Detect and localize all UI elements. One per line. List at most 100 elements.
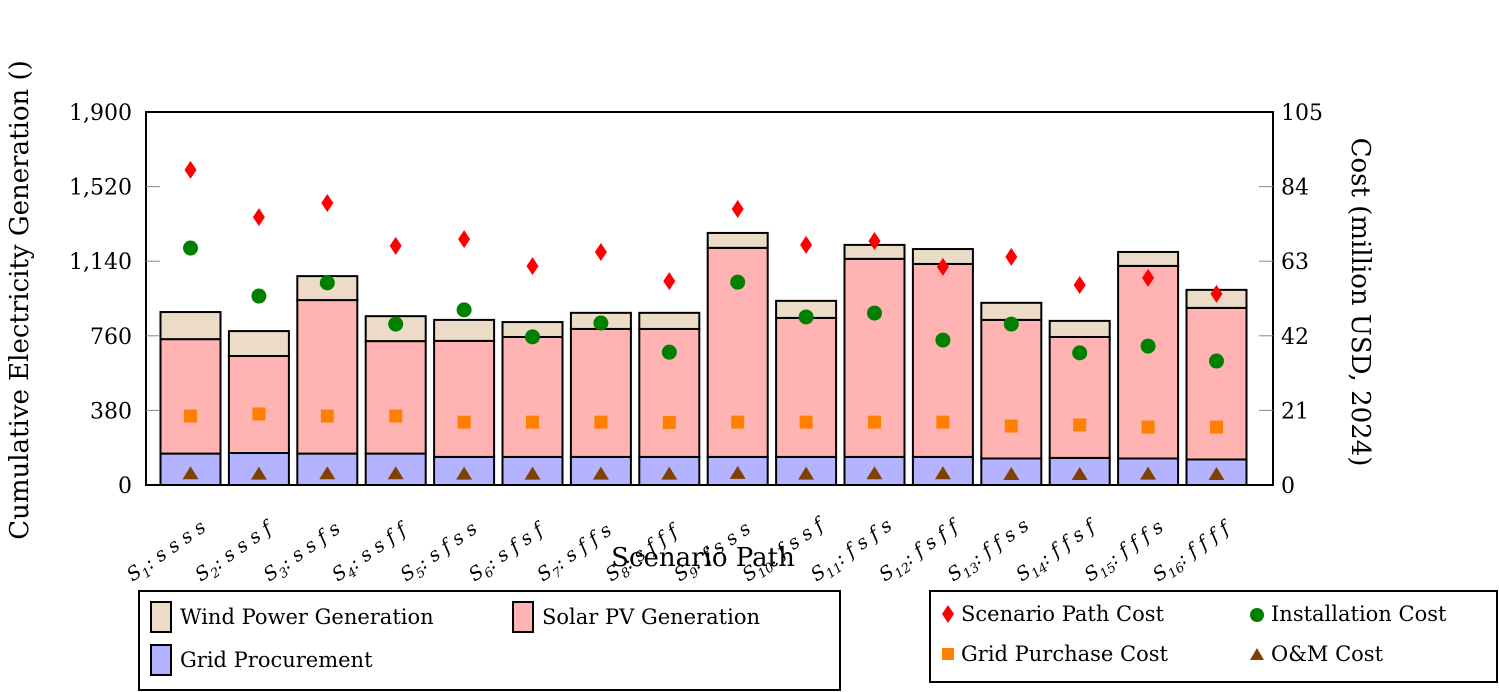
marker-o-m-cost	[729, 465, 746, 479]
diamond-marker-icon	[942, 605, 954, 623]
bar-solar-pv-generation	[775, 316, 838, 458]
marker-grid-purchase-cost	[1004, 419, 1018, 433]
marker-grid-purchase-cost	[868, 415, 881, 429]
bar-wind-power-generation	[706, 231, 769, 249]
y-axis-left: 0 380 760 1,140 1,520 1,900	[69, 101, 160, 499]
marker-scenario-path-cost	[389, 236, 402, 255]
y-axis-left-title: Cumulative Electricity Generation ()	[5, 60, 35, 540]
marker-o-m-cost	[319, 466, 336, 480]
y-left-tick-label: 380	[90, 399, 132, 424]
marker-installation-cost	[1003, 316, 1019, 332]
y-right-tick-label: 63	[1281, 250, 1309, 275]
marker-scenario-path-cost	[663, 272, 676, 291]
legend-generation: Wind Power Generation Solar PV Generatio…	[138, 590, 841, 691]
marker-grid-purchase-cost	[1210, 420, 1223, 434]
circle-marker-icon	[1250, 608, 1264, 622]
marker-grid-purchase-cost	[594, 415, 608, 429]
marker-scenario-path-cost	[321, 193, 334, 212]
marker-o-m-cost	[1003, 466, 1020, 480]
legend-item-grid: Grid Procurement	[150, 644, 373, 676]
marker-grid-purchase-cost	[526, 415, 539, 429]
legend-item-path-cost: Scenario Path Cost	[941, 602, 1164, 626]
solar-swatch-icon	[512, 601, 534, 633]
legend-label-grid-cost: Grid Purchase Cost	[961, 642, 1168, 666]
y-right-tick-label: 84	[1281, 176, 1309, 201]
marker-installation-cost	[935, 332, 951, 348]
marker-grid-purchase-cost	[252, 407, 266, 421]
legend-label-solar: Solar PV Generation	[542, 605, 760, 629]
y-right-tick-label: 0	[1281, 474, 1295, 499]
bar-solar-pv-generation	[227, 355, 290, 455]
marker-installation-cost	[319, 275, 335, 291]
marker-scenario-path-cost	[594, 242, 607, 261]
legend-item-om-cost: O&M Cost	[1249, 642, 1383, 666]
marker-scenario-path-cost	[1005, 247, 1018, 266]
marker-scenario-path-cost	[1142, 268, 1155, 287]
marker-scenario-path-cost	[184, 160, 197, 179]
legend-label-path-cost: Scenario Path Cost	[961, 602, 1164, 626]
bar-wind-power-generation	[433, 318, 496, 342]
marker-scenario-path-cost	[731, 199, 744, 218]
marker-grid-purchase-cost	[389, 409, 403, 423]
marker-o-m-cost	[456, 466, 473, 480]
marker-installation-cost	[593, 315, 609, 331]
x-tick-label: S4: s s f f	[328, 517, 415, 589]
marker-scenario-path-cost	[936, 257, 949, 276]
marker-grid-purchase-cost	[1141, 420, 1155, 434]
marker-o-m-cost	[592, 466, 609, 480]
bar-wind-power-generation	[159, 311, 222, 341]
triangle-marker-icon	[1250, 648, 1264, 660]
bar-solar-pv-generation	[433, 339, 496, 458]
y-axis-right: 0 21 42 63 84 105	[1259, 101, 1323, 499]
bar-wind-power-generation	[638, 311, 701, 330]
legend-label-wind: Wind Power Generation	[180, 605, 434, 629]
y-left-tick-label: 1,900	[69, 101, 132, 126]
marker-installation-cost	[388, 316, 404, 332]
marker-o-m-cost	[1140, 466, 1157, 480]
marker-installation-cost	[1140, 338, 1156, 354]
marker-o-m-cost	[866, 466, 883, 480]
plot-area-frame	[145, 111, 1274, 486]
square-marker-icon	[942, 648, 954, 660]
marker-o-m-cost	[1208, 466, 1225, 480]
marker-scenario-path-cost	[252, 208, 265, 227]
bar-solar-pv-generation	[980, 318, 1043, 460]
marker-installation-cost	[1209, 353, 1224, 369]
bar-solar-pv-generation	[501, 335, 564, 458]
y-left-tick-label: 1,520	[69, 176, 132, 201]
legend-item-install-cost: Installation Cost	[1249, 602, 1446, 626]
marker-grid-purchase-cost	[662, 415, 676, 429]
marker-grid-purchase-cost	[731, 415, 745, 429]
marker-o-m-cost	[798, 466, 815, 480]
bar-solar-pv-generation	[569, 327, 632, 458]
grid-swatch-icon	[150, 644, 172, 676]
marker-o-m-cost	[661, 466, 678, 480]
marker-o-m-cost	[524, 466, 541, 480]
marker-grid-purchase-cost	[457, 415, 471, 429]
bar-solar-pv-generation	[159, 338, 222, 455]
marker-scenario-path-cost	[1073, 276, 1086, 295]
marker-layer	[182, 160, 1225, 480]
bar-solar-pv-generation	[364, 340, 427, 455]
y-axis-right-title: Cost (million USD, 2024)	[1345, 138, 1375, 467]
bar-wind-power-generation	[227, 330, 290, 358]
legend-item-solar: Solar PV Generation	[512, 601, 760, 633]
marker-installation-cost	[730, 274, 746, 290]
legend-label-om-cost: O&M Cost	[1271, 642, 1384, 666]
marker-grid-purchase-cost	[1073, 418, 1087, 432]
marker-o-m-cost	[182, 466, 199, 480]
bar-wind-power-generation	[1117, 250, 1180, 267]
marker-o-m-cost	[934, 466, 951, 480]
marker-scenario-path-cost	[800, 235, 813, 254]
y-left-tick-label: 1,140	[69, 250, 132, 275]
marker-installation-cost	[525, 329, 540, 345]
marker-installation-cost	[798, 309, 814, 325]
marker-installation-cost	[1072, 345, 1088, 361]
legend-label-install-cost: Installation Cost	[1271, 602, 1447, 626]
y-right-tick-label: 105	[1281, 101, 1323, 126]
marker-o-m-cost	[1071, 466, 1088, 480]
marker-grid-purchase-cost	[320, 409, 334, 423]
marker-grid-purchase-cost	[799, 415, 813, 429]
marker-installation-cost	[661, 344, 677, 360]
marker-installation-cost	[867, 305, 882, 321]
